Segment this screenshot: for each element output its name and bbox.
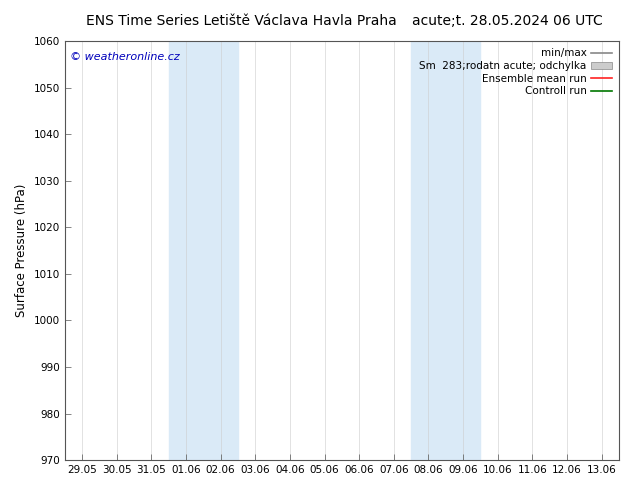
Y-axis label: Surface Pressure (hPa): Surface Pressure (hPa) <box>15 184 28 318</box>
Text: ENS Time Series Letiště Václava Havla Praha: ENS Time Series Letiště Václava Havla Pr… <box>86 14 396 28</box>
Bar <box>411 41 481 460</box>
Legend: min/max, Sm  283;rodatn acute; odchylka, Ensemble mean run, Controll run: min/max, Sm 283;rodatn acute; odchylka, … <box>417 46 614 98</box>
Bar <box>169 41 238 460</box>
Text: © weatheronline.cz: © weatheronline.cz <box>70 51 180 62</box>
Text: acute;t. 28.05.2024 06 UTC: acute;t. 28.05.2024 06 UTC <box>412 14 602 28</box>
